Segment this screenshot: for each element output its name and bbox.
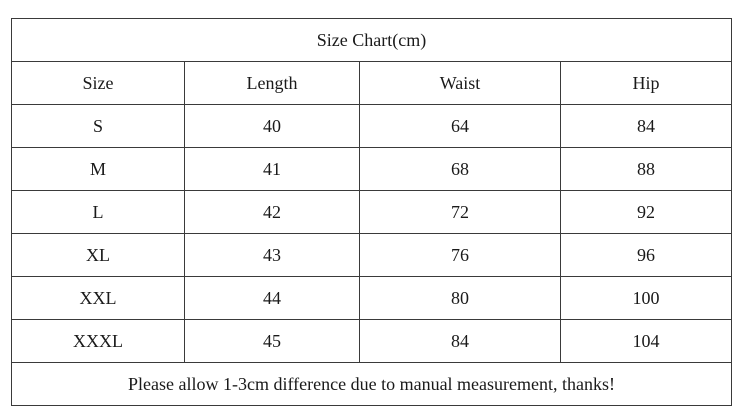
cell-size: XXXL: [11, 319, 185, 363]
cell-length: 44: [184, 276, 360, 320]
cell-size: L: [11, 190, 185, 234]
header-hip: Hip: [559, 61, 733, 105]
cell-waist: 64: [359, 104, 561, 148]
cell-length: 40: [184, 104, 360, 148]
cell-hip: 96: [559, 233, 733, 277]
header-waist: Waist: [359, 61, 561, 105]
cell-waist: 80: [359, 276, 561, 320]
title-row: Size Chart(cm): [10, 18, 733, 62]
cell-length: 42: [184, 190, 360, 234]
table-row: L 42 72 92: [11, 190, 733, 234]
header-length: Length: [184, 61, 360, 105]
cell-hip: 104: [559, 319, 733, 363]
table-row: XXL 44 80 100: [11, 276, 733, 320]
cell-waist: 76: [359, 233, 561, 277]
cell-waist: 72: [359, 190, 561, 234]
cell-hip: 92: [559, 190, 733, 234]
size-chart-table: Size Chart(cm) Size Length Waist Hip S 4…: [10, 18, 733, 406]
cell-waist: 68: [359, 147, 561, 191]
cell-length: 45: [184, 319, 360, 363]
table-row: XXXL 45 84 104: [11, 319, 733, 363]
cell-length: 41: [184, 147, 360, 191]
table-title: Size Chart(cm): [10, 18, 733, 62]
header-row: Size Length Waist Hip: [11, 61, 733, 105]
cell-hip: 88: [559, 147, 733, 191]
cell-hip: 100: [559, 276, 733, 320]
measurement-note: Please allow 1-3cm difference due to man…: [10, 362, 733, 406]
cell-size: M: [11, 147, 185, 191]
table-row: XL 43 76 96: [11, 233, 733, 277]
cell-waist: 84: [359, 319, 561, 363]
cell-size: XXL: [11, 276, 185, 320]
note-row: Please allow 1-3cm difference due to man…: [10, 362, 733, 406]
cell-size: XL: [11, 233, 185, 277]
cell-size: S: [11, 104, 185, 148]
table-row: S 40 64 84: [11, 104, 733, 148]
cell-length: 43: [184, 233, 360, 277]
table-row: M 41 68 88: [11, 147, 733, 191]
header-size: Size: [11, 61, 185, 105]
cell-hip: 84: [559, 104, 733, 148]
